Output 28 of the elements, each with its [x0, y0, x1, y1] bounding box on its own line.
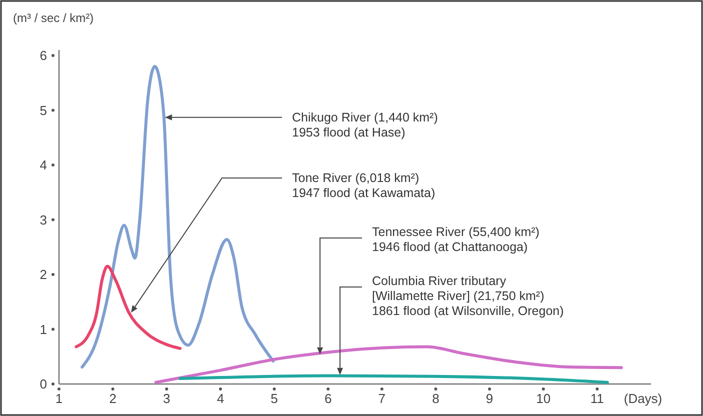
- text: Tennessee River (55,400 km²) 1946 flood (at Chattanooga): [372, 225, 540, 254]
- line-series: [74, 264, 182, 350]
- x-tick-label: 7: [378, 391, 386, 406]
- y-axis-title: (m³ / sec / km²): [13, 11, 94, 25]
- x-tick-label: 5: [270, 391, 278, 406]
- x-tick-label: 11: [590, 391, 604, 406]
- y-tick-label: 6: [40, 48, 47, 64]
- y-tick-label: 3: [40, 212, 47, 228]
- y-tick-label: 4: [40, 158, 47, 173]
- line-series: [80, 64, 275, 369]
- y-tick-label: 0: [40, 376, 47, 392]
- x-tick-label: 8: [432, 391, 440, 406]
- y-tick-label: 1: [40, 322, 47, 337]
- y-tick-label: 5: [40, 102, 47, 118]
- x-tick-label: 3: [163, 391, 170, 406]
- x-tick-label: 6: [324, 391, 332, 406]
- y-tick-label: 2: [40, 267, 47, 282]
- x-tick-label: 9: [486, 391, 494, 406]
- x-axis-title: (Days): [624, 391, 662, 406]
- line-series: [154, 345, 623, 384]
- x-tick-label: 2: [109, 391, 116, 406]
- x-tick-label: 4: [216, 391, 224, 406]
- text: Tone River (6,018 km²) 1947 flood (at Kawamata): [292, 171, 436, 200]
- text: Columbia River tributary [Willamette River] (21,750 km²) 1861 flood (at Wilsonville, Oregon): [372, 274, 564, 318]
- line-series: [178, 374, 609, 384]
- text: Chikugo River (1,440 km²) 1953 flood (at Hase): [292, 110, 438, 140]
- x-tick-label: 10: [536, 391, 551, 406]
- x-tick-label: 1: [55, 391, 63, 406]
